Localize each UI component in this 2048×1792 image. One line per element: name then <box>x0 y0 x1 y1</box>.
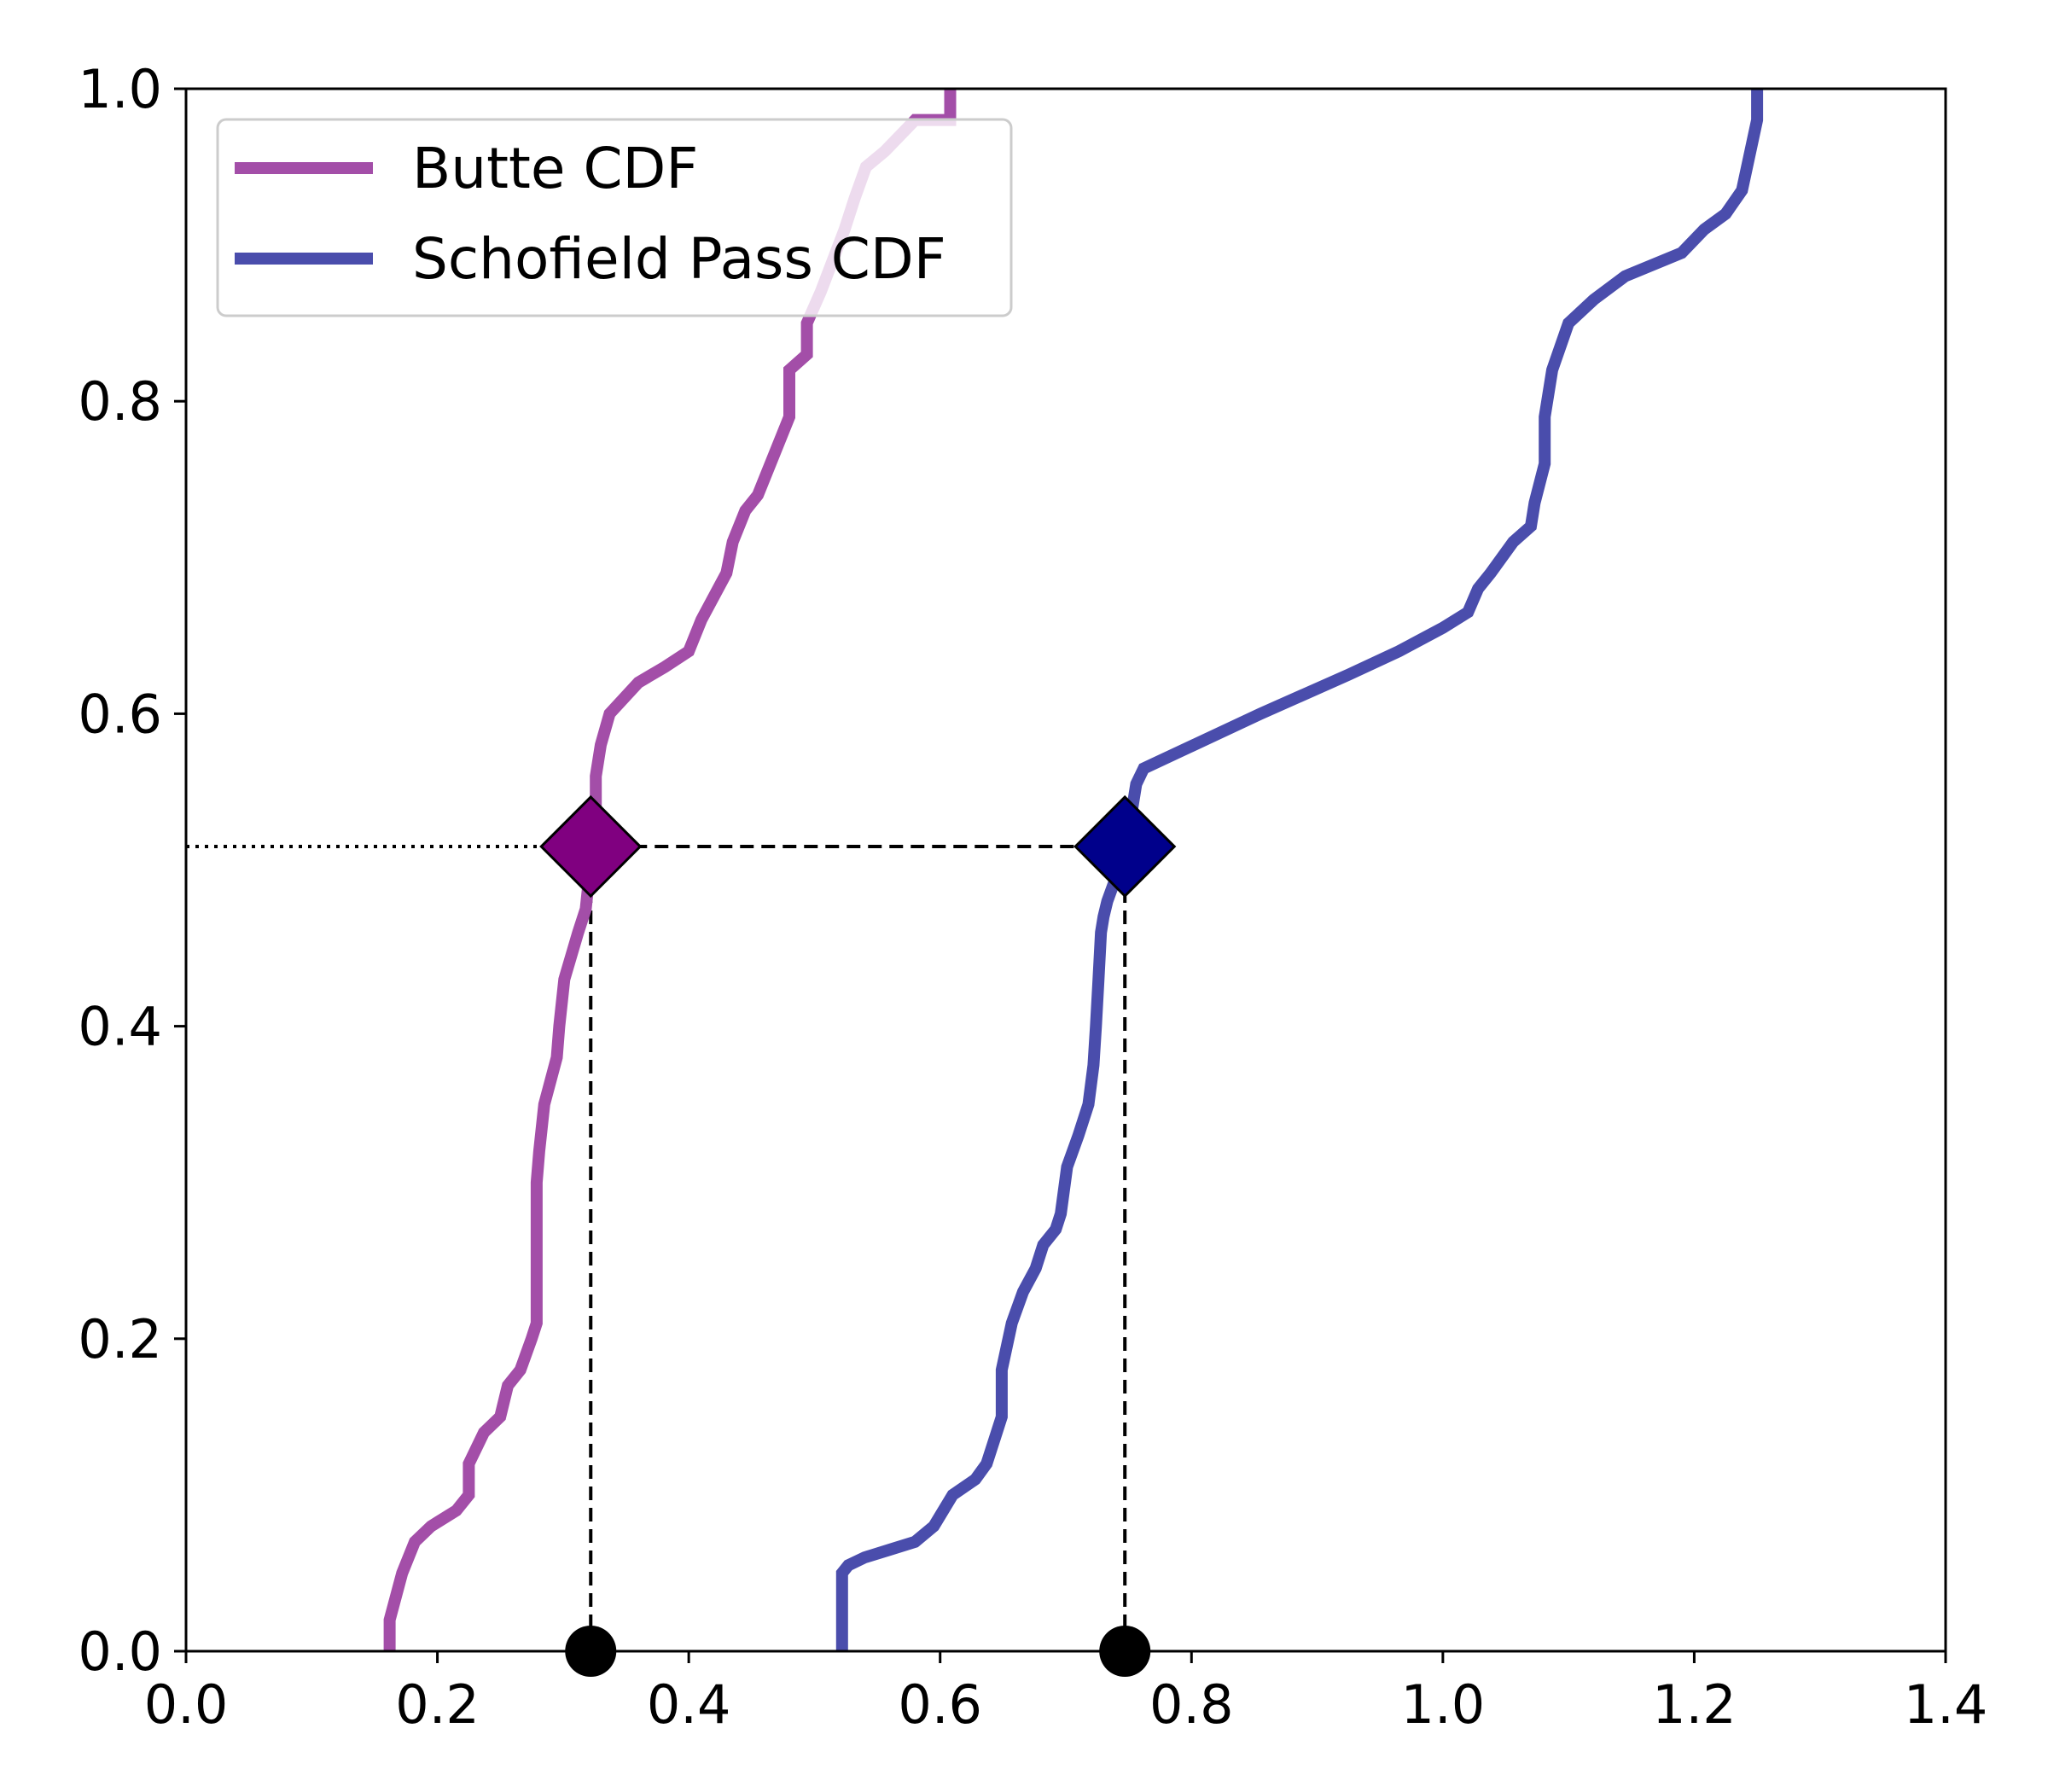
y-tick-label: 0.6 <box>78 683 162 745</box>
diamond-marker-2 <box>1073 794 1177 899</box>
y-tick-label: 1.0 <box>78 58 162 120</box>
legend-box <box>216 118 1013 317</box>
y-tick-label: 0.2 <box>78 1308 162 1370</box>
legend: Butte CDF Schofield Pass CDF <box>216 118 1013 317</box>
y-tick-label: 0.8 <box>78 370 162 433</box>
x-tick-label: 0.0 <box>144 1673 229 1736</box>
x-tick-label: 0.4 <box>647 1673 731 1736</box>
legend-label-1: Butte CDF <box>412 136 698 201</box>
x-tick-label: 0.2 <box>395 1673 480 1736</box>
reference-lines <box>186 845 1127 1651</box>
plot-area-frame <box>184 87 1947 1653</box>
x-tick-label: 1.2 <box>1652 1673 1737 1736</box>
markers <box>539 794 1177 1677</box>
legend-label-2: Schofield Pass CDF <box>412 226 946 292</box>
y-tick-label: 0.4 <box>78 996 162 1058</box>
x-tick-label: 1.4 <box>1904 1673 1988 1736</box>
series-line-2 <box>835 89 1764 1651</box>
axes: 0.0 0.2 0.4 0.6 0.8 1.0 1.2 1.4 0.0 0.2 0.4 0.6 0.8 1… <box>78 58 1987 1736</box>
diamond-marker-1 <box>539 794 643 899</box>
x-tick-label: 1.0 <box>1401 1673 1486 1736</box>
y-tick-label: 0.0 <box>78 1620 162 1683</box>
x-tick-label: 0.6 <box>898 1673 982 1736</box>
series-line-1 <box>383 89 957 1651</box>
x-tick-label: 0.8 <box>1149 1673 1234 1736</box>
